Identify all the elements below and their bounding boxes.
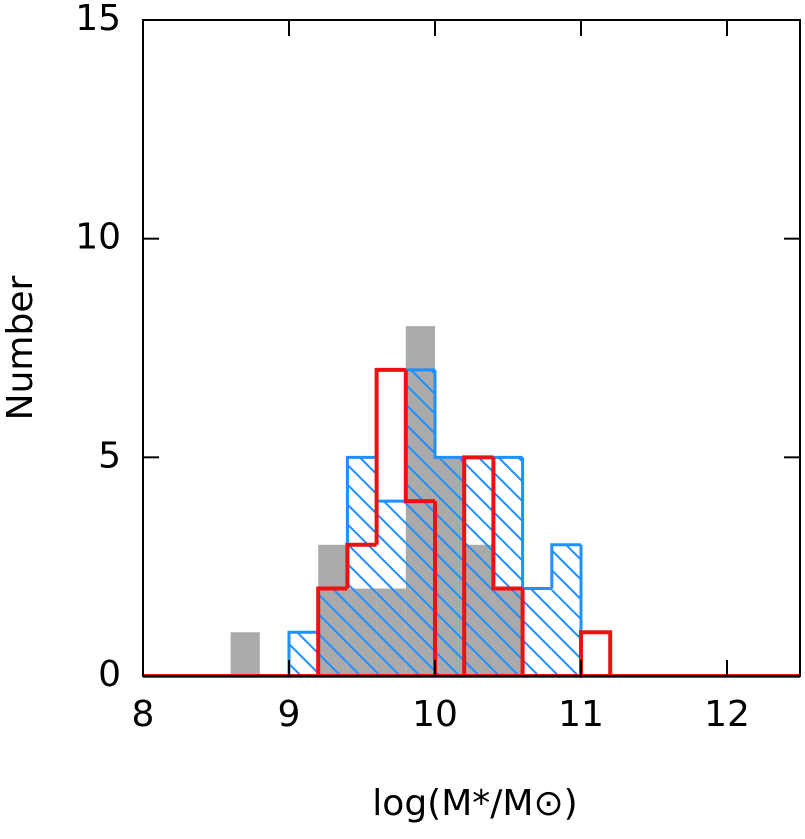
y-tick-label: 0 [98,654,121,695]
histogram-step [433,369,465,459]
histogram-step [375,457,406,503]
histogram-bar [464,457,494,676]
histogram-bar [435,457,465,676]
histogram-step [462,455,494,676]
histogram-step [403,369,435,504]
x-tick-label: 8 [132,694,155,735]
histogram-step [345,542,377,589]
y-tick-label: 10 [75,217,121,258]
histogram-bar [522,588,552,676]
histogram-bar [289,632,319,676]
x-tick-label: 12 [704,694,750,735]
histogram-bar [376,501,406,676]
histogram-bar [318,588,348,676]
histogram-step [491,457,523,591]
x-tick-label: 9 [278,694,301,735]
x-axis-label: log(M*/M⊙) [372,783,577,824]
histogram-step [521,457,552,591]
plot-frame [142,19,801,677]
y-tick-label: 5 [98,435,121,476]
plot-area: 8 9 10 11 12 0 5 10 15 [75,0,801,735]
histogram-bar [230,632,260,676]
histogram-step [374,367,406,545]
x-tick-label: 11 [558,694,604,735]
y-axis-label: Number [0,275,41,420]
histogram-bar [551,544,581,676]
histogram-bar [405,369,435,676]
y-tick-label: 15 [75,0,121,39]
histogram-step [579,544,611,678]
histogram-step [579,630,613,676]
histogram-bar [347,457,377,676]
histogram-bar [493,457,523,676]
histogram-step [316,586,348,676]
x-tick-label: 10 [412,694,458,735]
histogram-step [550,543,581,589]
